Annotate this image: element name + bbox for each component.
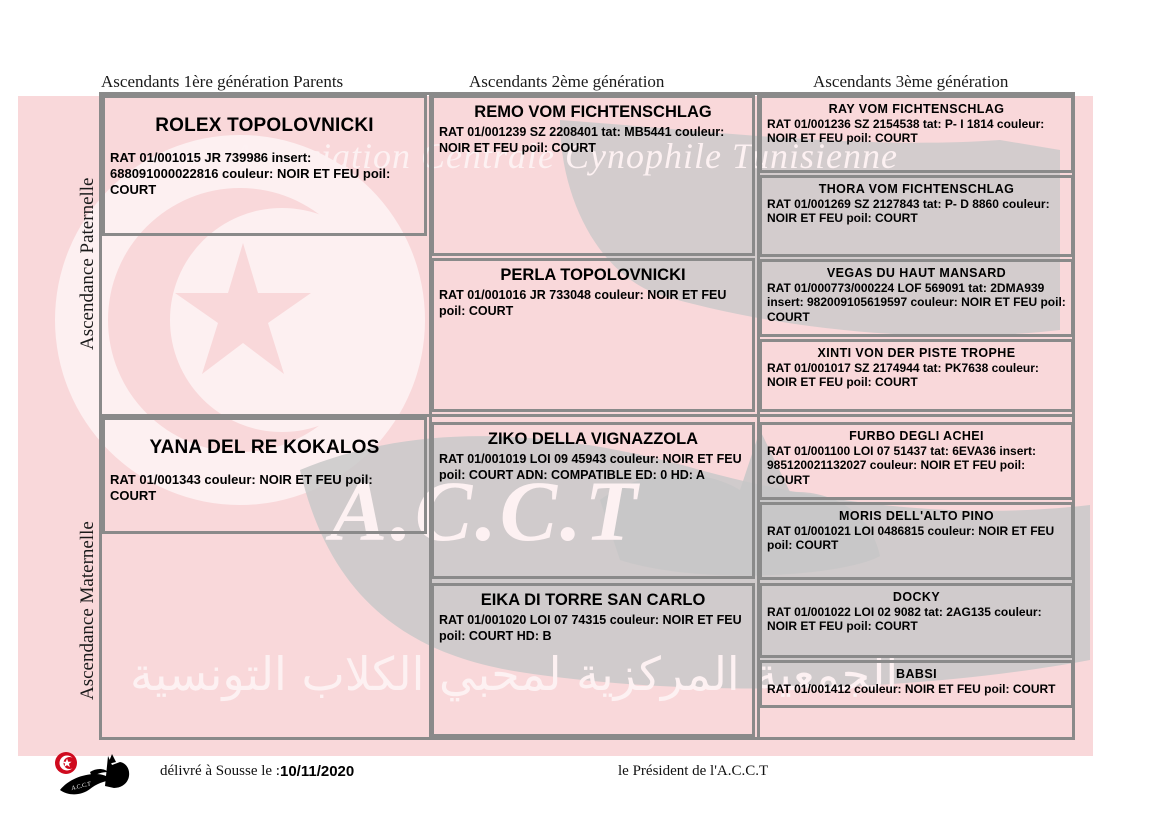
pedigree-box-gen2-4[interactable]: EIKA DI TORRE SAN CARLO RAT 01/001020 LO… xyxy=(431,583,755,737)
dog-name: EIKA DI TORRE SAN CARLO xyxy=(480,591,706,609)
pedigree-box-gen3-7[interactable]: DOCKY RAT 01/001022 LOI 02 9082 tat: 2AG… xyxy=(759,583,1074,658)
dog-name: VEGAS DU HAUT MANSARD xyxy=(826,266,1007,280)
dog-details: RAT 01/001100 LOI 07 51437 tat: 6EVA36 i… xyxy=(767,444,1037,487)
dog-name: MORIS DELL'ALTO PINO xyxy=(839,509,994,523)
pedigree-box-gen3-3[interactable]: VEGAS DU HAUT MANSARD RAT 01/000773/0002… xyxy=(759,259,1074,337)
pedigree-box-gen3-4[interactable]: XINTI VON DER PISTE TROPHE RAT 01/001017… xyxy=(759,339,1074,412)
svg-text:A.C.C.T: A.C.C.T xyxy=(70,781,92,792)
dog-name: YANA DEL RE KOKALOS xyxy=(149,437,380,458)
column-header-gen1: Ascendants 1ère génération Parents xyxy=(101,72,344,91)
dog-name: FURBO DEGLI ACHEI xyxy=(849,429,984,443)
president-label: le Président de l'A.C.C.T xyxy=(618,763,769,779)
pedigree-box-gen2-2[interactable]: PERLA TOPOLOVNICKI RAT 01/001016 JR 7330… xyxy=(431,258,755,412)
pedigree-box-gen3-1[interactable]: RAY VOM FICHTENSCHLAG RAT 01/001236 SZ 2… xyxy=(759,95,1074,173)
pedigree-box-gen3-2[interactable]: THORA VOM FICHTENSCHLAG RAT 01/001269 SZ… xyxy=(759,175,1074,257)
pedigree-box-gen3-6[interactable]: MORIS DELL'ALTO PINO RAT 01/001021 LOI 0… xyxy=(759,502,1074,580)
dog-details: RAT 01/001017 SZ 2174944 tat: PK7638 cou… xyxy=(767,361,1039,390)
dog-details: RAT 01/001019 LOI 09 45943 couleur: NOIR… xyxy=(439,452,742,482)
delivery-date: 10/11/2020 xyxy=(280,763,355,780)
dog-name: BABSI xyxy=(896,667,937,681)
pedigree-box-gen3-5[interactable]: FURBO DEGLI ACHEI RAT 01/001100 LOI 07 5… xyxy=(759,422,1074,500)
pedigree-box-gen3-8[interactable]: BABSI RAT 01/001412 couleur: NOIR ET FEU… xyxy=(759,660,1074,708)
footer: A.C.C.T délivré à Sousse le : 10/11/2020… xyxy=(0,745,1169,827)
column-header-gen3: Ascendants 3ème génération xyxy=(813,72,1009,91)
acct-dog-logo-icon: A.C.C.T xyxy=(55,752,130,795)
dog-name: DOCKY xyxy=(892,590,941,604)
dog-details: RAT 01/001239 SZ 2208401 tat: MB5441 cou… xyxy=(439,125,725,155)
pedigree-box-gen1-sire[interactable]: ROLEX TOPOLOVNICKI RAT 01/001015 JR 7399… xyxy=(102,95,427,236)
pedigree-box-gen1-dam[interactable]: YANA DEL RE KOKALOS RAT 01/001343 couleu… xyxy=(102,417,427,534)
pedigree-box-gen2-1[interactable]: REMO VOM FICHTENSCHLAG RAT 01/001239 SZ … xyxy=(431,95,755,256)
pedigree-box-gen2-3[interactable]: ZIKO DELLA VIGNAZZOLA RAT 01/001019 LOI … xyxy=(431,422,755,579)
dog-details: RAT 01/001343 couleur: NOIR ET FEU poil:… xyxy=(110,472,373,504)
dog-details: RAT 01/001269 SZ 2127843 tat: P- D 8860 … xyxy=(767,197,1050,226)
delivered-label: délivré à Sousse le : xyxy=(160,763,280,779)
side-label-paternal: Ascendance Paternelle xyxy=(77,177,98,351)
dog-details: RAT 01/001022 LOI 02 9082 tat: 2AG135 co… xyxy=(767,605,1042,634)
dog-name: THORA VOM FICHTENSCHLAG xyxy=(818,182,1015,196)
dog-details: RAT 01/001021 LOI 0486815 couleur: NOIR … xyxy=(767,524,1055,553)
dog-details: RAT 01/000773/000224 LOF 569091 tat: 2DM… xyxy=(767,281,1066,324)
dog-name: RAY VOM FICHTENSCHLAG xyxy=(828,102,1005,116)
dog-name: ZIKO DELLA VIGNAZZOLA xyxy=(487,430,699,448)
side-label-maternal: Ascendance Maternelle xyxy=(77,521,98,700)
dog-name: XINTI VON DER PISTE TROPHE xyxy=(817,346,1016,360)
column-header-gen2: Ascendants 2ème génération xyxy=(469,72,665,91)
dog-details: RAT 01/001020 LOI 07 74315 couleur: NOIR… xyxy=(439,613,742,643)
dog-name: REMO VOM FICHTENSCHLAG xyxy=(474,103,712,121)
dog-details: RAT 01/001236 SZ 2154538 tat: P- I 1814 … xyxy=(767,117,1045,146)
dog-details: RAT 01/001412 couleur: NOIR ET FEU poil:… xyxy=(767,682,1056,696)
dog-details: RAT 01/001015 JR 739986 insert: 68809100… xyxy=(110,150,391,197)
dog-name: PERLA TOPOLOVNICKI xyxy=(500,266,686,284)
dog-details: RAT 01/001016 JR 733048 couleur: NOIR ET… xyxy=(439,288,727,318)
dog-name: ROLEX TOPOLOVNICKI xyxy=(155,115,374,136)
